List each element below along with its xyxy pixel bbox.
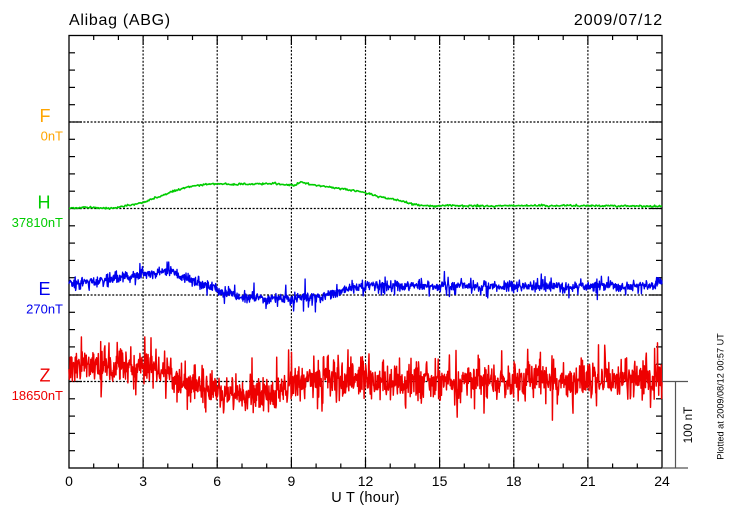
svg-text:6: 6 [213, 473, 221, 489]
svg-text:0: 0 [65, 473, 73, 489]
svg-text:Plotted at 2009/08/12 00:57 UT: Plotted at 2009/08/12 00:57 UT [716, 333, 726, 460]
svg-text:H: H [38, 193, 51, 213]
svg-text:18650nT: 18650nT [12, 388, 63, 403]
svg-text:21: 21 [580, 473, 596, 489]
svg-text:100 nT: 100 nT [681, 407, 695, 444]
svg-text:2009/07/12: 2009/07/12 [574, 12, 663, 29]
svg-text:U T (hour): U T (hour) [331, 490, 400, 506]
svg-text:15: 15 [432, 473, 448, 489]
svg-text:9: 9 [288, 473, 296, 489]
svg-text:E: E [38, 279, 50, 299]
svg-text:3: 3 [139, 473, 147, 489]
svg-text:12: 12 [358, 473, 374, 489]
svg-text:F: F [40, 106, 51, 126]
svg-text:24: 24 [654, 473, 670, 489]
svg-text:Alibag (ABG): Alibag (ABG) [69, 12, 171, 29]
svg-text:Z: Z [40, 366, 51, 386]
svg-text:270nT: 270nT [26, 301, 63, 316]
svg-text:18: 18 [506, 473, 522, 489]
svg-text:37810nT: 37810nT [12, 215, 63, 230]
svg-text:0nT: 0nT [41, 128, 63, 143]
